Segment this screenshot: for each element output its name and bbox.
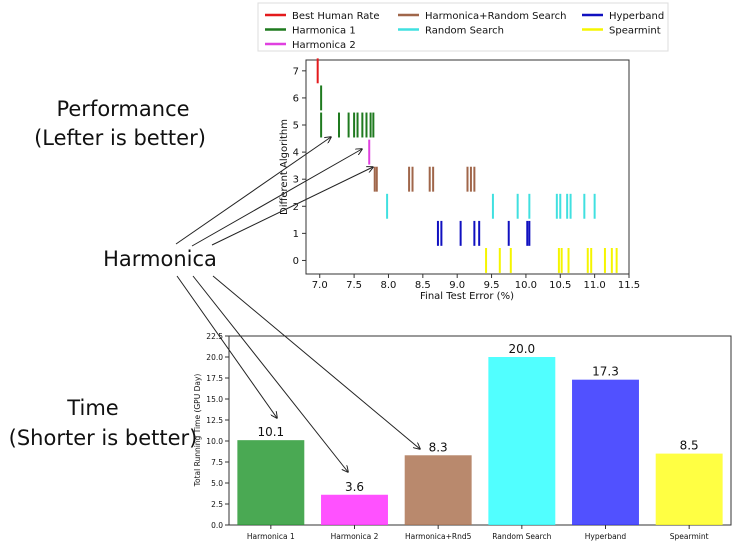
bar-hyperband — [572, 379, 639, 525]
arrow-to-harmonica1-error — [175, 137, 331, 245]
error-y-tick-label: 7 — [293, 66, 299, 77]
time-subtitle: (Shorter is better) — [9, 426, 198, 450]
error-chart-marks — [316, 58, 618, 273]
bar-spearmint — [655, 453, 723, 525]
legend-frame — [257, 2, 669, 52]
bar-category-label: Hyperband — [585, 532, 627, 541]
error-y-tick-label: 0 — [293, 256, 299, 267]
error-x-tick-label: 8.0 — [381, 280, 397, 291]
error-chart-y-axis: 0 1 2 3 4 5 6 7 — [293, 66, 306, 267]
error-y-tick-label: 6 — [293, 93, 299, 104]
error-chart-y-label: Different Algorithm — [279, 119, 290, 215]
time-y-tick-label: 15.0 — [206, 395, 223, 404]
time-chart-y-label: Total Running Time (GPU Day) — [193, 374, 202, 488]
error-x-tick-label: 7.0 — [312, 280, 328, 291]
legend-label-spearmint: Spearmint — [609, 25, 661, 36]
time-y-tick-label: 20.0 — [206, 353, 223, 362]
legend-label-best-human-rate: Best Human Rate — [292, 11, 380, 22]
arrow-to-harmonica-rs-bar — [212, 275, 420, 449]
bar-harmonica-1 — [237, 440, 305, 525]
arrow-to-harmonica2-error — [191, 149, 362, 247]
error-chart: 7.0 7.5 8.0 8.5 9.0 9.5 10.0 10.5 11.0 11.5 0 1 2 3 4… — [279, 58, 640, 302]
bar-value-label: 8.3 — [429, 440, 448, 454]
error-x-tick-label: 8.5 — [415, 280, 431, 291]
annotation-arrows — [175, 137, 420, 472]
error-x-tick-label: 11.5 — [618, 280, 640, 291]
bar-value-label: 20.0 — [508, 342, 535, 356]
error-chart-x-label: Final Test Error (%) — [420, 291, 514, 302]
error-chart-x-axis: 7.0 7.5 8.0 8.5 9.0 9.5 10.0 10.5 11.0 11.5 — [312, 274, 640, 291]
time-y-tick-label: 12.5 — [206, 416, 223, 425]
time-title: Time — [66, 396, 118, 420]
harmonica-label: Harmonica — [103, 247, 217, 271]
legend-label-harmonica-2: Harmonica 2 — [292, 40, 356, 51]
error-y-tick-label: 4 — [293, 148, 299, 159]
bar-value-label: 10.1 — [257, 425, 284, 439]
bar-category-label: Harmonica+Rnd5 — [405, 532, 472, 541]
bar-value-label: 3.6 — [345, 480, 364, 494]
arrow-to-harmonica1-bar — [176, 275, 277, 418]
time-y-tick-label: 10.0 — [206, 437, 223, 446]
time-y-tick-label: 5.0 — [211, 479, 223, 488]
legend-label-hyperband: Hyperband — [609, 11, 664, 22]
time-chart-bars: 10.1 Harmonica 1 3.6 Harmonica 2 8.3 Harmonic… — [237, 342, 723, 541]
legend: Best Human Rate Harmonica+Random Search Hy… — [257, 2, 669, 52]
time-y-tick-label: 22.5 — [206, 332, 223, 341]
arrow-to-harmonica2-bar — [192, 275, 348, 472]
error-x-tick-label: 10.0 — [515, 280, 537, 291]
time-chart-y-axis: 0.0 2.5 5.0 7.5 10.0 12.5 15.0 17.5 20.0 22.5 — [206, 332, 229, 530]
legend-label-harmonica-random-search: Harmonica+Random Search — [425, 11, 567, 22]
legend-label-harmonica-1: Harmonica 1 — [292, 25, 356, 36]
bar-random-search — [488, 357, 556, 525]
error-y-tick-label: 1 — [293, 229, 299, 240]
bar-value-label: 8.5 — [680, 439, 699, 453]
error-x-tick-label: 7.5 — [346, 280, 362, 291]
error-x-tick-label: 11.0 — [584, 280, 606, 291]
time-y-tick-label: 0.0 — [211, 521, 223, 530]
bar-category-label: Spearmint — [670, 532, 709, 541]
legend-label-random-search: Random Search — [425, 25, 504, 36]
performance-subtitle: (Lefter is better) — [34, 126, 206, 150]
time-chart-frame — [228, 335, 732, 526]
error-x-tick-label: 9.5 — [484, 280, 500, 291]
error-x-tick-label: 10.5 — [549, 280, 571, 291]
error-y-tick-label: 3 — [293, 175, 299, 186]
arrow-to-harmonica-rs-error — [211, 167, 373, 246]
error-chart-frame — [305, 59, 630, 275]
error-x-tick-label: 9.0 — [449, 280, 465, 291]
bar-category-label: Harmonica 2 — [331, 532, 379, 541]
time-chart: 0.0 2.5 5.0 7.5 10.0 12.5 15.0 17.5 20.0 22.5 10.… — [193, 332, 732, 541]
error-y-tick-label: 2 — [293, 202, 299, 213]
time-y-tick-label: 17.5 — [206, 374, 223, 383]
time-y-tick-label: 2.5 — [211, 500, 223, 509]
time-y-tick-label: 7.5 — [211, 458, 223, 467]
bar-harmonica-rnd5 — [404, 455, 472, 525]
performance-title: Performance — [56, 97, 189, 121]
bar-value-label: 17.3 — [592, 365, 619, 379]
error-y-tick-label: 5 — [293, 121, 299, 132]
bar-category-label: Harmonica 1 — [247, 532, 295, 541]
bar-category-label: Random Search — [492, 532, 551, 541]
bar-harmonica-2 — [321, 494, 388, 525]
